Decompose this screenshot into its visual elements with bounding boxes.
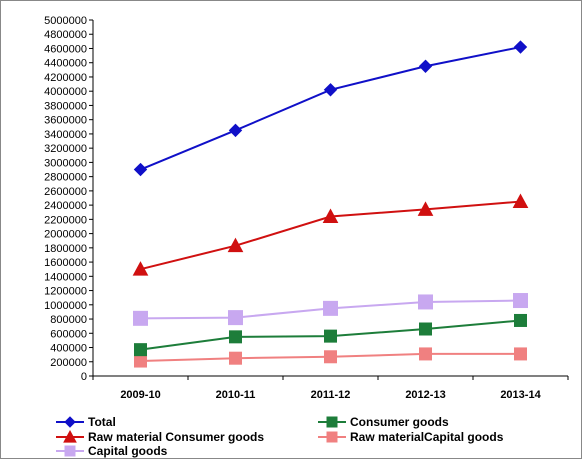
legend-label: Raw materialCapital goods — [350, 430, 504, 444]
y-tick-label: 3600000 — [44, 115, 87, 127]
y-tick-label: 2400000 — [44, 200, 87, 212]
data-point-consumer — [229, 330, 242, 344]
data-point-raw_capital — [134, 354, 147, 368]
legend-item-capital: Capital goods — [56, 444, 168, 458]
y-tick-label: 400000 — [50, 343, 87, 355]
legend-marker — [63, 429, 77, 443]
data-point-capital — [133, 310, 148, 326]
y-tick-label: 600000 — [50, 328, 87, 340]
data-point-capital — [228, 310, 243, 326]
data-point-capital — [513, 293, 528, 309]
x-tick-label: 2011-12 — [311, 389, 351, 401]
legend-marker — [326, 416, 338, 428]
x-tick-label: 2010-11 — [216, 389, 256, 401]
series-consumer — [134, 313, 527, 357]
legend-marker — [326, 431, 338, 443]
y-tick-label: 5000000 — [44, 15, 87, 27]
y-tick-label: 4200000 — [44, 72, 87, 84]
data-point-total — [418, 59, 433, 73]
series-layer — [132, 40, 529, 368]
y-tick-label: 3200000 — [44, 143, 87, 155]
series-raw_capital — [134, 347, 527, 368]
series-capital — [133, 293, 528, 326]
data-point-consumer — [419, 322, 432, 336]
data-point-raw_consumer — [417, 201, 434, 216]
legend-marker — [64, 416, 76, 428]
y-tick-label: 800000 — [50, 314, 87, 326]
data-point-total — [133, 162, 148, 177]
legend-label: Total — [88, 415, 116, 429]
y-tick-label: 0 — [81, 371, 87, 383]
data-point-raw_consumer — [132, 261, 149, 276]
data-point-capital — [323, 300, 338, 316]
y-tick-label: 2800000 — [44, 172, 87, 184]
y-tick-label: 4600000 — [44, 43, 87, 55]
legend-label: Consumer goods — [350, 415, 449, 429]
data-point-raw_capital — [514, 347, 527, 361]
series-raw_consumer — [132, 193, 529, 276]
y-tick-label: 1200000 — [44, 286, 87, 298]
data-point-raw_capital — [324, 350, 337, 364]
y-tick-label: 3000000 — [44, 157, 87, 169]
y-tick-label: 2200000 — [44, 214, 87, 226]
legend-item-total: Total — [56, 415, 116, 429]
y-tick-label: 4800000 — [44, 29, 87, 41]
x-tick-label: 2009-10 — [120, 389, 160, 401]
y-tick-label: 200000 — [50, 357, 87, 369]
axes: 0 200000 400000 600000 800000 1000000 1200000 1… — [44, 15, 569, 401]
y-tick-label: 3800000 — [44, 100, 87, 112]
y-tick-label: 3400000 — [44, 129, 87, 141]
y-tick-label: 2600000 — [44, 186, 87, 198]
legend: Total Consumer goods Raw material Consumer… — [56, 415, 504, 458]
legend-label: Capital goods — [88, 444, 168, 458]
x-tick-label: 2013-14 — [500, 389, 541, 401]
legend-item-raw_capital: Raw materialCapital goods — [318, 430, 504, 444]
y-tick-label: 1400000 — [44, 271, 87, 283]
data-point-consumer — [134, 343, 147, 357]
legend-item-raw_consumer: Raw material Consumer goods — [56, 429, 264, 444]
data-point-raw_capital — [229, 351, 242, 365]
y-tick-label: 1800000 — [44, 243, 87, 255]
data-point-raw_consumer — [512, 193, 529, 209]
data-point-total — [513, 40, 528, 54]
legend-item-consumer: Consumer goods — [318, 415, 449, 429]
series-line-total — [140, 46, 521, 171]
data-point-consumer — [514, 313, 527, 327]
y-tick-label: 1600000 — [44, 257, 87, 269]
data-point-consumer — [324, 329, 337, 343]
series-total — [133, 40, 528, 177]
y-tick-label: 2000000 — [44, 229, 87, 241]
data-point-total — [228, 123, 243, 138]
y-tick-label: 4000000 — [44, 86, 87, 98]
data-point-capital — [418, 294, 433, 310]
data-point-raw_capital — [419, 347, 432, 361]
legend-marker — [64, 445, 76, 457]
data-point-raw_consumer — [227, 237, 244, 253]
y-tick-label: 1000000 — [44, 300, 87, 312]
y-tick-label: 4400000 — [44, 58, 87, 70]
data-point-raw_consumer — [322, 208, 339, 223]
data-point-total — [323, 83, 338, 97]
x-tick-label: 2012-13 — [405, 389, 445, 401]
legend-label: Raw material Consumer goods — [88, 430, 264, 444]
